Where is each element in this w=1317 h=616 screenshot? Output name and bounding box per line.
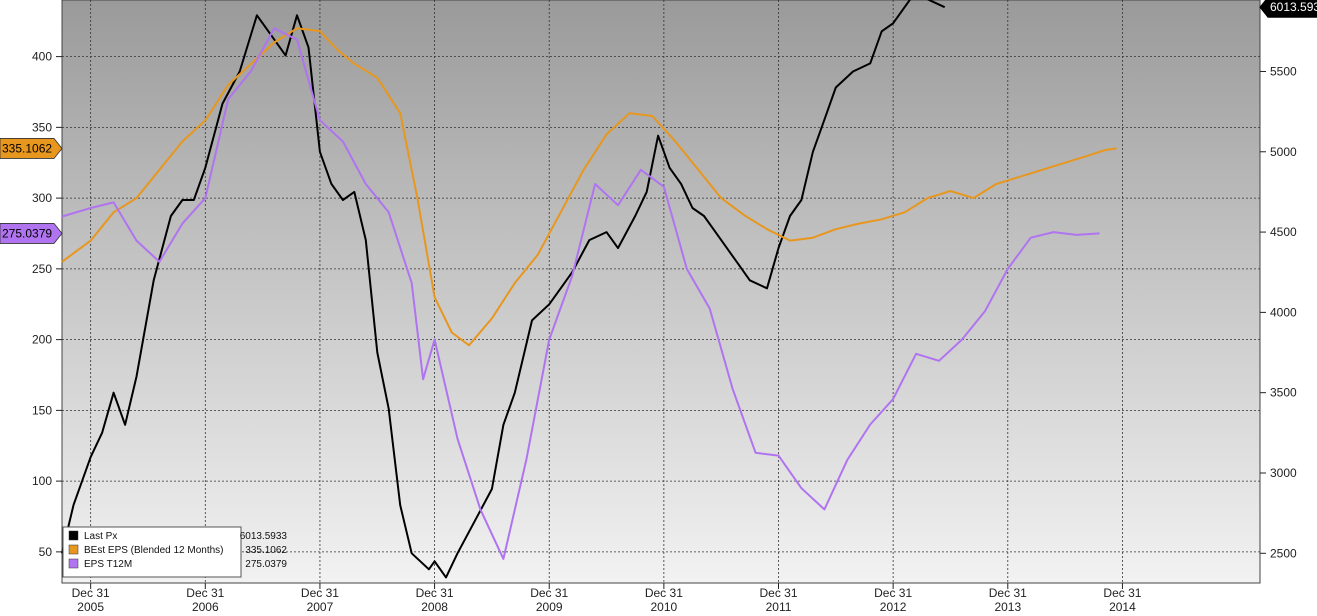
right-tick-label: 4000 <box>1270 305 1297 319</box>
series-line <box>61 27 1100 560</box>
right-tick-label: 4500 <box>1270 225 1297 239</box>
right-tick-label: 5500 <box>1270 64 1297 78</box>
value-tag-shape <box>1259 0 1317 18</box>
x-tick-label-year: 2013 <box>994 600 1021 614</box>
legend-series-value: 275.0379 <box>245 559 287 570</box>
right-tick-label: 3500 <box>1270 386 1297 400</box>
value-tags: 6013.593 335.1062 275.0379 <box>0 0 1317 244</box>
left-tick-label: 300 <box>32 191 52 205</box>
plot-background <box>61 0 1261 584</box>
value-tag-shape <box>0 223 63 244</box>
x-tick-label-month: Dec 31 <box>645 586 683 600</box>
x-tick-label-year: 2009 <box>536 600 563 614</box>
x-tick-label-month: Dec 31 <box>416 586 454 600</box>
left-tick-label: 400 <box>32 50 52 64</box>
series-line <box>61 27 1117 347</box>
right-axis-ticks: 2500 3000 3500 4000 4500 5000 5500 <box>1260 64 1297 560</box>
left-tick-label: 100 <box>32 474 52 488</box>
legend-series-name: EPS T12M <box>84 559 132 570</box>
x-tick-label-month: Dec 31 <box>530 586 568 600</box>
x-tick-label-year: 2011 <box>766 600 792 614</box>
x-tick-label-month: Dec 31 <box>759 586 797 600</box>
x-tick-label-year: 2010 <box>651 600 678 614</box>
legend-box <box>62 526 242 578</box>
value-tag-label: 6013.593 <box>1270 0 1317 14</box>
x-tick-label-year: 2008 <box>421 600 448 614</box>
x-tick-label-month: Dec 31 <box>989 586 1027 600</box>
value-tag-label: 275.0379 <box>2 226 52 240</box>
x-tick-label-year: 2005 <box>77 600 104 614</box>
left-tick-label: 200 <box>32 333 52 347</box>
series-lines <box>61 0 1117 579</box>
left-tick-label: 350 <box>32 120 52 134</box>
value-tag-left: 275.0379 <box>0 223 63 244</box>
legend-series-name: BEst EPS (Blended 12 Months) <box>84 545 224 556</box>
x-tick-label-month: Dec 31 <box>301 586 339 600</box>
value-tag-left: 335.1062 <box>0 138 63 159</box>
legend-series-name: Last Px <box>84 531 117 542</box>
left-tick-label: 250 <box>32 262 52 276</box>
legend-swatch <box>68 530 79 541</box>
legend-swatch <box>68 558 79 569</box>
gridlines <box>62 0 1260 583</box>
x-tick-label-year: 2006 <box>192 600 219 614</box>
left-tick-label: 150 <box>32 403 52 417</box>
x-tick-label-month: Dec 31 <box>72 586 110 600</box>
x-tick-label-year: 2014 <box>1109 600 1136 614</box>
series-line <box>61 0 946 579</box>
x-tick-label-month: Dec 31 <box>1103 586 1141 600</box>
value-tag-right: 6013.593 <box>1259 0 1317 18</box>
left-tick-label: 50 <box>39 545 53 559</box>
x-tick-label-month: Dec 31 <box>874 586 912 600</box>
x-tick-label-month: Dec 31 <box>186 586 224 600</box>
legend: Last Px 6013.5933 BEst EPS (Blended 12 Mon… <box>62 526 288 578</box>
legend-series-value: 335.1062 <box>245 545 287 556</box>
value-tag-label: 335.1062 <box>2 141 52 155</box>
right-tick-label: 3000 <box>1270 466 1297 480</box>
right-tick-label: 2500 <box>1270 546 1297 560</box>
x-tick-label-year: 2007 <box>307 600 334 614</box>
value-tag-shape <box>0 138 63 159</box>
legend-series-value: 6013.5933 <box>240 531 288 542</box>
left-axis-ticks: 50 100 150 200 250 300 350 400 <box>32 50 62 559</box>
legend-swatch <box>68 544 79 555</box>
right-tick-label: 5000 <box>1270 145 1297 159</box>
x-tick-label-year: 2012 <box>880 600 907 614</box>
